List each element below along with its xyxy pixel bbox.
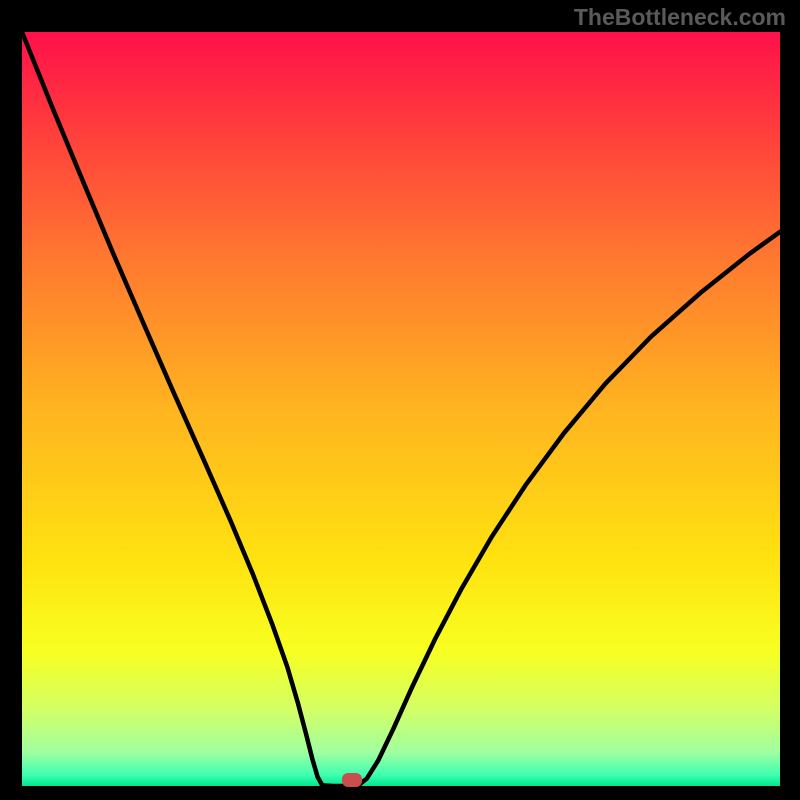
curve-layer — [22, 32, 780, 786]
bottleneck-curve — [22, 32, 780, 786]
minimum-marker — [342, 773, 362, 787]
plot-area — [22, 32, 780, 786]
chart-frame: TheBottleneck.com — [0, 0, 800, 800]
watermark-text: TheBottleneck.com — [574, 4, 786, 31]
